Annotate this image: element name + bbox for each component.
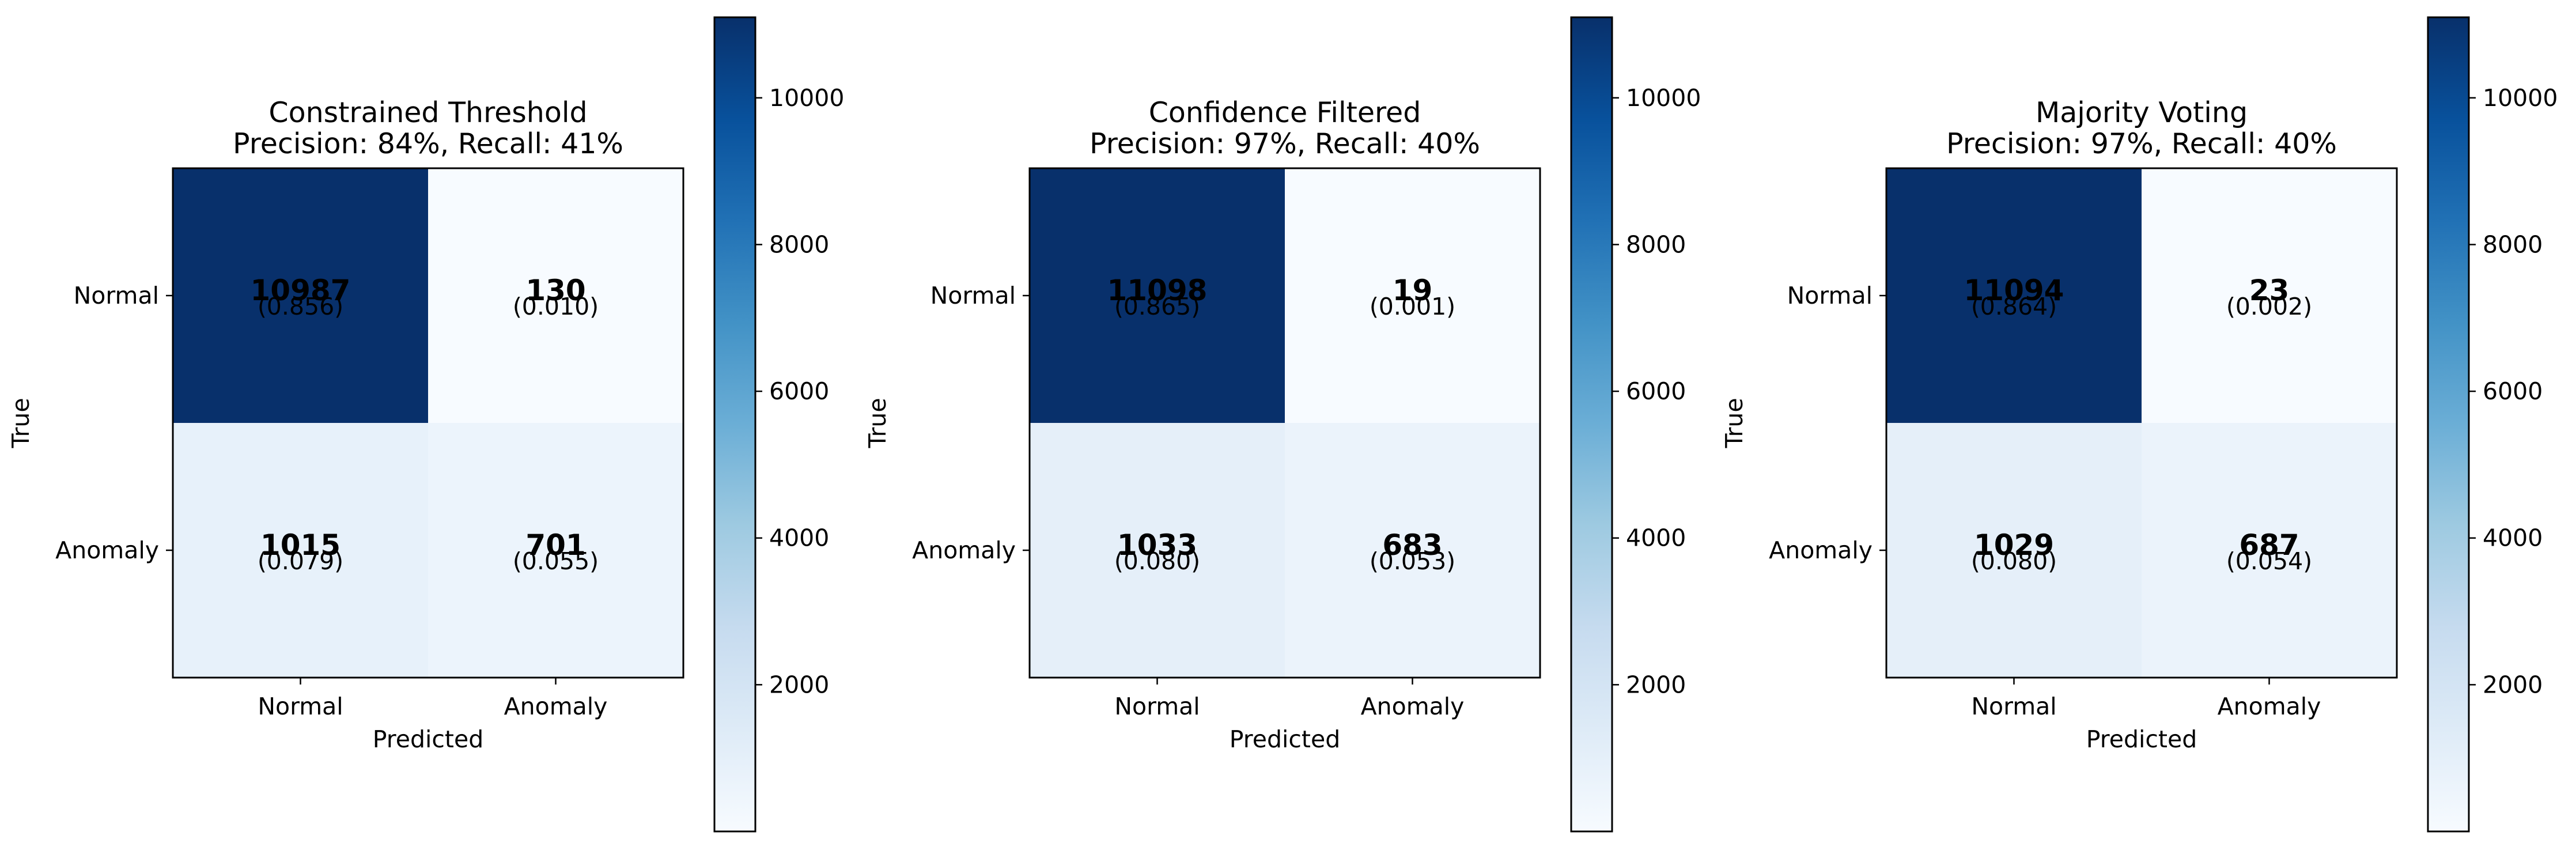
- y-tick-label: Anomaly: [912, 536, 1016, 564]
- colorbar-tick-label: 10000: [2483, 84, 2558, 112]
- cell-count-label: 1033: [1117, 528, 1197, 562]
- cell-count-label: 23: [2249, 274, 2290, 307]
- colorbar-tick-label: 4000: [1626, 524, 1686, 552]
- y-tick-label: Normal: [1787, 282, 1873, 309]
- chart-subtitle: Precision: 97%, Recall: 40%: [1946, 127, 2337, 160]
- chart-title: Majority Voting: [2036, 96, 2248, 129]
- colorbar-gradient: [714, 17, 755, 831]
- cell-count-label: 1015: [260, 528, 341, 562]
- colorbar-tick-label: 6000: [2483, 377, 2543, 405]
- colorbar-tick-label: 2000: [2483, 671, 2543, 698]
- heatmap-cell: [1030, 423, 1285, 678]
- x-tick-label: Anomaly: [504, 693, 608, 720]
- x-tick-label: Normal: [1971, 693, 2056, 720]
- colorbar-frame: [713, 16, 756, 833]
- y-tick-label: Anomaly: [55, 536, 159, 564]
- cell-count-label: 11094: [1964, 274, 2064, 307]
- axes-frame: [172, 167, 684, 679]
- y-tick-label: Normal: [74, 282, 159, 309]
- confusion-matrix-panel-1: 10987(0.856) 130(0.010) 1015(0.079) 701(0.0…: [7, 16, 844, 833]
- x-axis-label: Predicted: [1230, 725, 1340, 753]
- heatmap-cell: [173, 168, 428, 423]
- colorbar-tick-label: 8000: [1626, 230, 1686, 258]
- colorbar-tick-label: 2000: [1626, 671, 1686, 698]
- confusion-matrix-panel-3: 11094(0.864) 23(0.002) 1029(0.080) 687(0.05…: [1720, 16, 2558, 833]
- axes-frame: [1028, 167, 1541, 679]
- chart-title: Confidence Filtered: [1149, 96, 1421, 129]
- axes-frame: [1885, 167, 2398, 679]
- colorbar-gradient: [1571, 17, 1612, 831]
- heatmap-cell: [173, 423, 428, 678]
- colorbar-frame: [2427, 16, 2470, 833]
- cell-fraction-label: (0.864): [1971, 293, 2057, 320]
- cell-count-label: 687: [2239, 528, 2299, 562]
- heatmap-cell: [428, 423, 683, 678]
- x-axis-label: Predicted: [2086, 725, 2197, 753]
- heatmap-cell: [2142, 168, 2397, 423]
- colorbar-tick-label: 4000: [2483, 524, 2543, 552]
- y-axis-label: True: [1720, 398, 1748, 448]
- cell-fraction-label: (0.080): [1971, 547, 2057, 575]
- confusion-matrix-panel-2: 11098(0.865) 19(0.001) 1033(0.080) 683(0.05…: [864, 16, 1701, 833]
- cell-fraction-label: (0.054): [2226, 547, 2312, 575]
- heatmap-cell: [2142, 423, 2397, 678]
- cell-count-label: 130: [525, 274, 585, 307]
- chart-subtitle: Precision: 84%, Recall: 41%: [233, 127, 623, 160]
- x-tick-label: Normal: [258, 693, 343, 720]
- colorbar-gradient: [2428, 17, 2469, 831]
- cell-count-label: 701: [525, 528, 585, 562]
- heatmap-cell: [1886, 423, 2142, 678]
- y-tick-label: Anomaly: [1769, 536, 1873, 564]
- heatmap-cell: [1030, 168, 1285, 423]
- x-tick-label: Anomaly: [1361, 693, 1465, 720]
- chart-subtitle: Precision: 97%, Recall: 40%: [1090, 127, 1480, 160]
- cell-fraction-label: (0.053): [1370, 547, 1455, 575]
- cell-fraction-label: (0.055): [513, 547, 599, 575]
- colorbar-tick-label: 4000: [769, 524, 829, 552]
- chart-title: Constrained Threshold: [268, 96, 587, 129]
- cell-fraction-label: (0.001): [1370, 293, 1455, 320]
- colorbar-tick-label: 6000: [769, 377, 829, 405]
- heatmap-cell: [1285, 423, 1540, 678]
- colorbar-tick-label: 6000: [1626, 377, 1686, 405]
- heatmap-cell: [1285, 168, 1540, 423]
- cell-fraction-label: (0.010): [513, 293, 599, 320]
- cell-count-label: 10987: [251, 274, 351, 307]
- colorbar-tick-label: 8000: [2483, 230, 2543, 258]
- heatmap-cell: [1886, 168, 2142, 423]
- colorbar-frame: [1570, 16, 1613, 833]
- colorbar-tick-label: 10000: [769, 84, 844, 112]
- cell-fraction-label: (0.080): [1114, 547, 1200, 575]
- cell-fraction-label: (0.079): [258, 547, 343, 575]
- colorbar-tick-label: 2000: [769, 671, 829, 698]
- y-tick-label: Normal: [930, 282, 1016, 309]
- cell-count-label: 11098: [1107, 274, 1208, 307]
- colorbar-tick-label: 8000: [769, 230, 829, 258]
- y-axis-label: True: [7, 398, 35, 448]
- cell-count-label: 683: [1382, 528, 1442, 562]
- x-tick-label: Normal: [1114, 693, 1200, 720]
- cell-count-label: 19: [1393, 274, 1433, 307]
- cell-fraction-label: (0.002): [2226, 293, 2312, 320]
- cell-fraction-label: (0.865): [1114, 293, 1200, 320]
- x-axis-label: Predicted: [373, 725, 483, 753]
- x-tick-label: Anomaly: [2218, 693, 2321, 720]
- y-axis-label: True: [864, 398, 891, 448]
- heatmap-cell: [428, 168, 683, 423]
- cell-count-label: 1029: [1974, 528, 2054, 562]
- colorbar-tick-label: 10000: [1626, 84, 1701, 112]
- cell-fraction-label: (0.856): [258, 293, 343, 320]
